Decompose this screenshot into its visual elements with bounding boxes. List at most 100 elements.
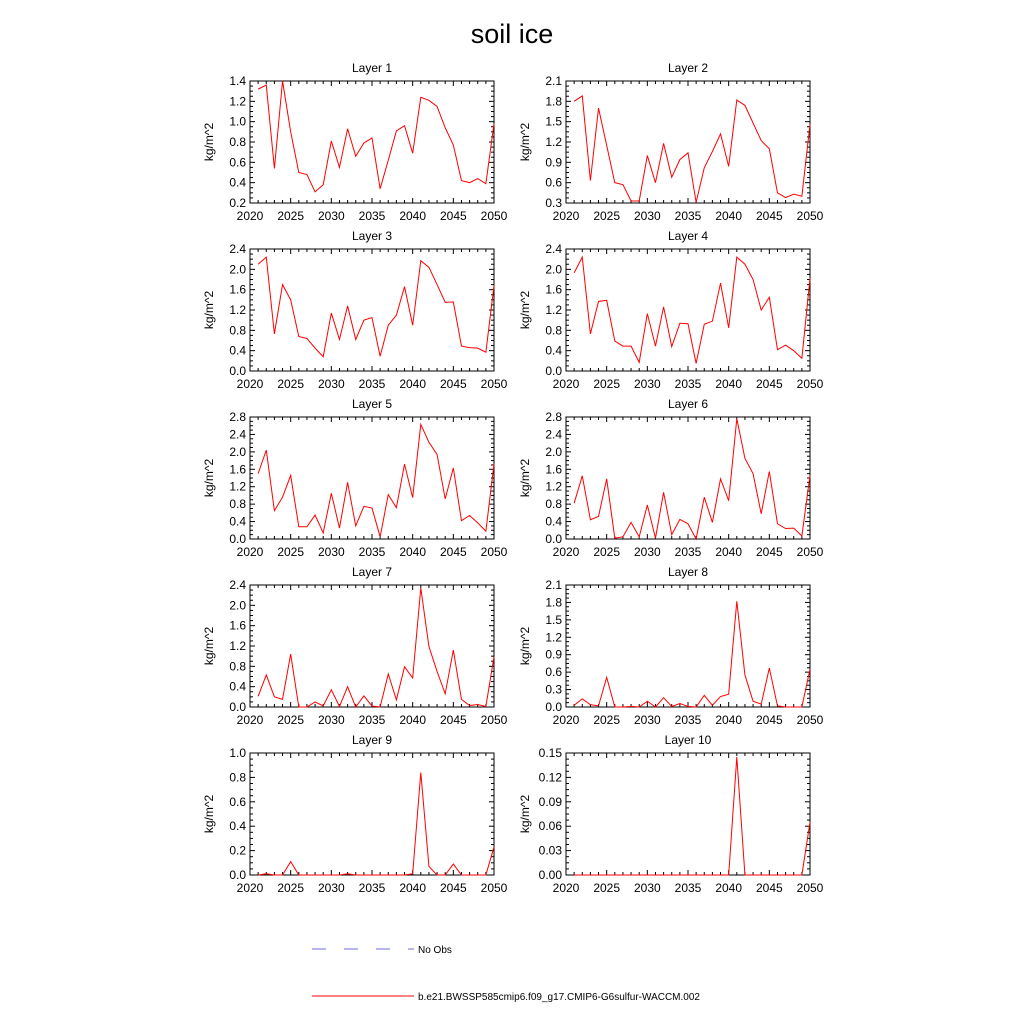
plot-frame — [249, 248, 495, 372]
y-tick-label: 2.0 — [545, 445, 562, 459]
y-tick-label: 0.8 — [229, 659, 246, 673]
y-tick-label: 0.6 — [545, 176, 562, 190]
y-tick-label: 0.4 — [545, 515, 562, 529]
series-line — [258, 772, 495, 876]
x-tick-label: 2030 — [318, 545, 345, 559]
y-tick-label: 1.4 — [229, 74, 246, 88]
plot-frame — [565, 248, 811, 372]
panel-title: Layer 2 — [668, 61, 708, 75]
y-tick-label: 1.0 — [229, 115, 246, 129]
x-tick-label: 2020 — [553, 377, 580, 391]
x-tick-label: 2040 — [399, 713, 426, 727]
x-tick-label: 2040 — [715, 377, 742, 391]
x-tick-label: 2040 — [399, 377, 426, 391]
series-line — [257, 422, 495, 537]
x-tick-label: 2020 — [553, 713, 580, 727]
x-tick-label: 2035 — [359, 713, 386, 727]
y-tick-label: 0.0 — [229, 700, 246, 714]
y-tick-label: 0.8 — [229, 323, 246, 337]
panel-layer-1: Layer 1 kg/m^2 2020 2025 2030 2035 2040 2045 205… — [202, 61, 508, 223]
y-axis-label: kg/m^2 — [518, 795, 532, 834]
y-tick-label: 0.8 — [545, 323, 562, 337]
x-tick-label: 2045 — [440, 209, 467, 223]
y-tick-label: 2.4 — [229, 578, 246, 592]
x-tick-label: 2020 — [237, 545, 264, 559]
y-tick-label: 0.6 — [229, 795, 246, 809]
y-tick-label: 2.1 — [545, 74, 562, 88]
x-tick-label: 2050 — [481, 881, 508, 895]
x-tick-label: 2040 — [399, 209, 426, 223]
x-tick-label: 2045 — [756, 545, 783, 559]
y-tick-label: 1.6 — [229, 619, 246, 633]
y-tick-label: 0.15 — [539, 746, 563, 760]
panel-title: Layer 3 — [352, 229, 392, 243]
y-tick-label: 0.0 — [545, 532, 562, 546]
y-axis-label: kg/m^2 — [202, 459, 216, 498]
panel-title: Layer 7 — [352, 565, 392, 579]
x-tick-label: 2025 — [593, 377, 620, 391]
series-line — [257, 256, 495, 358]
x-tick-label: 2050 — [797, 713, 824, 727]
x-tick-label: 2030 — [318, 209, 345, 223]
series-line — [573, 95, 811, 203]
legend: No Obs b.e21.BWSSP585cmip6.f09_g17.CMIP6… — [312, 945, 700, 1003]
y-tick-label: 1.6 — [545, 283, 562, 297]
plot-frame — [565, 416, 811, 540]
series-line — [257, 80, 495, 193]
y-tick-label: 1.8 — [545, 94, 562, 108]
panel-layer-3: Layer 3 kg/m^2 2020 2025 2030 2035 2040 2045 205… — [202, 229, 508, 391]
y-tick-label: 1.2 — [545, 630, 562, 644]
x-tick-label: 2050 — [797, 377, 824, 391]
x-tick-label: 2025 — [593, 713, 620, 727]
x-tick-label: 2030 — [318, 377, 345, 391]
y-tick-label: 1.2 — [229, 639, 246, 653]
figure-title: soil ice — [471, 19, 554, 49]
x-tick-label: 2050 — [797, 209, 824, 223]
x-tick-label: 2020 — [553, 209, 580, 223]
y-tick-label: 1.6 — [545, 462, 562, 476]
y-tick-label: 0.4 — [229, 344, 246, 358]
y-tick-label: 0.00 — [539, 868, 563, 882]
panel-layer-5: Layer 5 kg/m^2 2020 2025 2030 2035 2040 2045 205… — [202, 397, 508, 559]
x-tick-label: 2020 — [237, 209, 264, 223]
y-tick-label: 2.4 — [229, 242, 246, 256]
y-tick-label: 1.6 — [229, 462, 246, 476]
y-tick-label: 0.9 — [545, 155, 562, 169]
x-tick-label: 2045 — [440, 545, 467, 559]
x-tick-label: 2020 — [553, 881, 580, 895]
y-tick-label: 2.0 — [545, 262, 562, 276]
plot-frame — [249, 584, 495, 708]
panel-layer-4: Layer 4 kg/m^2 2020 2025 2030 2035 2040 2045 205… — [518, 229, 824, 391]
panel-layer-9: Layer 9 kg/m^2 2020 2025 2030 2035 2040 2045 205… — [202, 733, 508, 895]
x-tick-label: 2035 — [675, 545, 702, 559]
x-tick-label: 2045 — [756, 713, 783, 727]
y-tick-label: 0.09 — [539, 795, 563, 809]
panel-title: Layer 6 — [668, 397, 708, 411]
y-tick-label: 0.0 — [229, 868, 246, 882]
y-tick-label: 2.4 — [229, 427, 246, 441]
y-tick-label: 1.6 — [229, 283, 246, 297]
x-tick-label: 2025 — [277, 377, 304, 391]
x-tick-label: 2050 — [481, 545, 508, 559]
x-tick-label: 2030 — [634, 377, 661, 391]
x-tick-label: 2040 — [715, 713, 742, 727]
y-axis-label: kg/m^2 — [202, 123, 216, 162]
plot-frame — [249, 752, 495, 876]
y-tick-label: 0.8 — [229, 135, 246, 149]
y-tick-label: 1.2 — [229, 480, 246, 494]
y-tick-label: 2.8 — [545, 410, 562, 424]
y-tick-label: 0.3 — [545, 683, 562, 697]
x-tick-label: 2035 — [359, 545, 386, 559]
y-tick-label: 0.12 — [539, 770, 563, 784]
plot-frame — [249, 80, 495, 204]
y-tick-label: 1.2 — [545, 135, 562, 149]
y-axis-label: kg/m^2 — [518, 291, 532, 330]
panel-layer-2: Layer 2 kg/m^2 2020 2025 2030 2035 2040 2045 205… — [518, 61, 824, 223]
x-tick-label: 2020 — [553, 545, 580, 559]
y-tick-label: 0.8 — [229, 497, 246, 511]
x-tick-label: 2025 — [277, 713, 304, 727]
y-tick-label: 0.8 — [229, 770, 246, 784]
x-tick-label: 2025 — [593, 881, 620, 895]
x-tick-label: 2040 — [399, 881, 426, 895]
